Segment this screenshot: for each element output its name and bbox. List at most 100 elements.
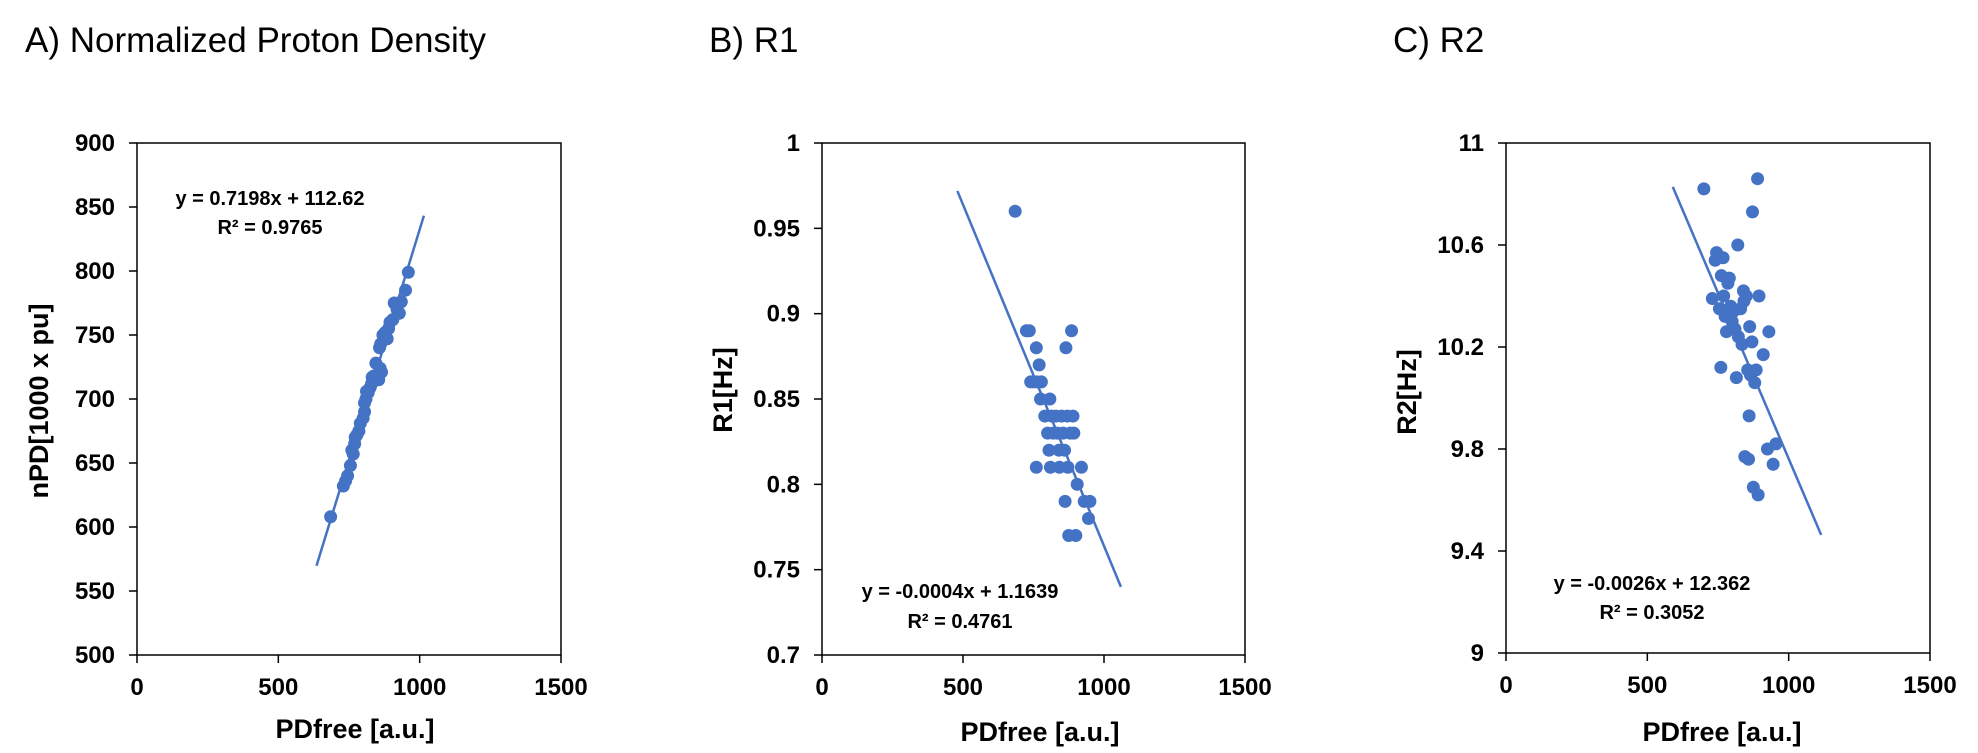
panel-c-equation: y = -0.0026x + 12.362 <box>1554 573 1751 595</box>
data-point <box>1081 511 1095 525</box>
panel-c-y-label: R2[Hz] <box>1392 349 1422 435</box>
y-tick-label: 0.95 <box>753 215 800 242</box>
data-point <box>1745 205 1759 219</box>
y-tick-label: 10.6 <box>1437 232 1484 259</box>
panel-a-plot-area <box>136 142 562 656</box>
x-tick-label: 1500 <box>1903 672 1956 699</box>
panel-c-title: C) R2 <box>1393 21 1484 60</box>
data-point <box>1722 271 1736 285</box>
data-point <box>1714 360 1728 374</box>
y-tick-label: 550 <box>75 578 115 605</box>
data-point <box>1065 324 1079 338</box>
data-point <box>1034 392 1048 406</box>
panel-b-x-axis: 0 500 1000 1500 <box>815 655 1272 701</box>
panel-a-x-label: PDfree [a.u.] <box>275 714 434 744</box>
panel-a-y-axis: 500 550 600 650 700 750 800 850 900 <box>75 130 137 669</box>
data-point <box>1058 494 1072 508</box>
y-tick-label: 850 <box>75 194 115 221</box>
panel-b-y-axis: 0.7 0.75 0.8 0.85 0.9 0.95 1 <box>753 130 822 669</box>
data-point <box>1749 363 1763 377</box>
y-tick-label: 700 <box>75 386 115 413</box>
panel-a-equation: y = 0.7198x + 112.62 <box>175 188 364 210</box>
data-point <box>1756 348 1770 362</box>
data-point <box>1043 392 1057 406</box>
data-point <box>1083 494 1097 508</box>
data-point <box>1745 335 1759 349</box>
data-point <box>1742 409 1756 423</box>
y-tick-label: 500 <box>75 642 115 669</box>
y-tick-label: 0.75 <box>753 557 800 584</box>
data-point <box>1751 172 1765 186</box>
y-tick-label: 9.4 <box>1451 538 1485 565</box>
y-tick-label: 600 <box>75 514 115 541</box>
data-point <box>401 265 415 279</box>
panel-c-points <box>1697 172 1783 502</box>
data-point <box>358 405 372 419</box>
data-point <box>1705 292 1719 306</box>
panel-b-title: B) R1 <box>709 21 798 60</box>
data-point <box>1029 460 1043 474</box>
y-tick-label: 800 <box>75 258 115 285</box>
x-tick-label: 1000 <box>393 674 446 701</box>
x-tick-label: 500 <box>1627 672 1667 699</box>
data-point <box>1043 460 1057 474</box>
y-tick-label: 0.7 <box>767 642 800 669</box>
data-point <box>1070 477 1084 491</box>
data-point <box>375 365 389 379</box>
data-point <box>1069 529 1083 543</box>
data-point <box>1074 460 1088 474</box>
panel-a-x-axis: 0 500 1000 1500 <box>130 655 588 701</box>
data-point <box>399 283 413 297</box>
data-point <box>1735 337 1749 351</box>
data-point <box>324 510 338 524</box>
data-point <box>1748 376 1762 390</box>
panel-b-equation: y = -0.0004x + 1.1639 <box>862 581 1059 603</box>
data-point <box>392 306 406 320</box>
data-point <box>1742 452 1756 466</box>
data-point <box>343 459 357 473</box>
data-point <box>1743 320 1757 334</box>
panel-c: C) R2 9 9.4 9.8 10.2 10.6 11 0 500 1000 1500 PDf… <box>1392 21 1957 747</box>
panel-c-y-axis: 9 9.4 9.8 10.2 10.6 11 <box>1437 130 1506 667</box>
data-point <box>380 332 394 346</box>
y-tick-label: 10.2 <box>1437 334 1484 361</box>
y-tick-label: 0.85 <box>753 386 800 413</box>
panel-c-plot-area <box>1505 142 1931 654</box>
panel-c-x-axis: 0 500 1000 1500 <box>1499 653 1957 699</box>
panel-c-r-squared: R² = 0.3052 <box>1599 602 1704 624</box>
panel-a: A) Normalized Proton Density 500 550 600 65… <box>24 21 588 744</box>
x-tick-label: 1000 <box>1077 674 1130 701</box>
x-tick-label: 1500 <box>534 674 587 701</box>
data-point <box>1067 426 1081 440</box>
data-point <box>341 469 355 483</box>
data-point <box>1769 437 1783 451</box>
y-tick-label: 9 <box>1471 640 1484 667</box>
panel-b-plot-area <box>821 142 1246 656</box>
data-point <box>1729 371 1743 385</box>
data-point <box>1032 358 1046 372</box>
data-point <box>1059 341 1073 355</box>
data-point <box>1752 289 1766 303</box>
x-tick-label: 1500 <box>1218 674 1271 701</box>
panel-b-y-label: R1[Hz] <box>708 347 738 433</box>
panel-a-title: A) Normalized Proton Density <box>25 21 486 60</box>
x-tick-label: 500 <box>943 674 983 701</box>
data-point <box>1717 289 1731 303</box>
x-tick-label: 0 <box>130 674 143 701</box>
panel-c-x-label: PDfree [a.u.] <box>1642 717 1801 747</box>
data-point <box>1042 443 1056 457</box>
data-point <box>1058 443 1072 457</box>
x-tick-label: 1000 <box>1762 672 1815 699</box>
data-point <box>1751 488 1765 502</box>
panel-b: B) R1 0.7 0.75 0.8 0.85 0.9 0.95 1 0 500 1000 150… <box>708 21 1272 747</box>
x-tick-label: 500 <box>258 674 298 701</box>
y-tick-label: 650 <box>75 450 115 477</box>
data-point <box>1697 182 1711 196</box>
data-point <box>1008 204 1022 218</box>
trendline <box>956 190 1123 588</box>
y-tick-label: 750 <box>75 322 115 349</box>
y-tick-label: 900 <box>75 130 115 157</box>
data-point <box>1762 325 1776 339</box>
panel-b-trendline-group <box>956 190 1123 588</box>
